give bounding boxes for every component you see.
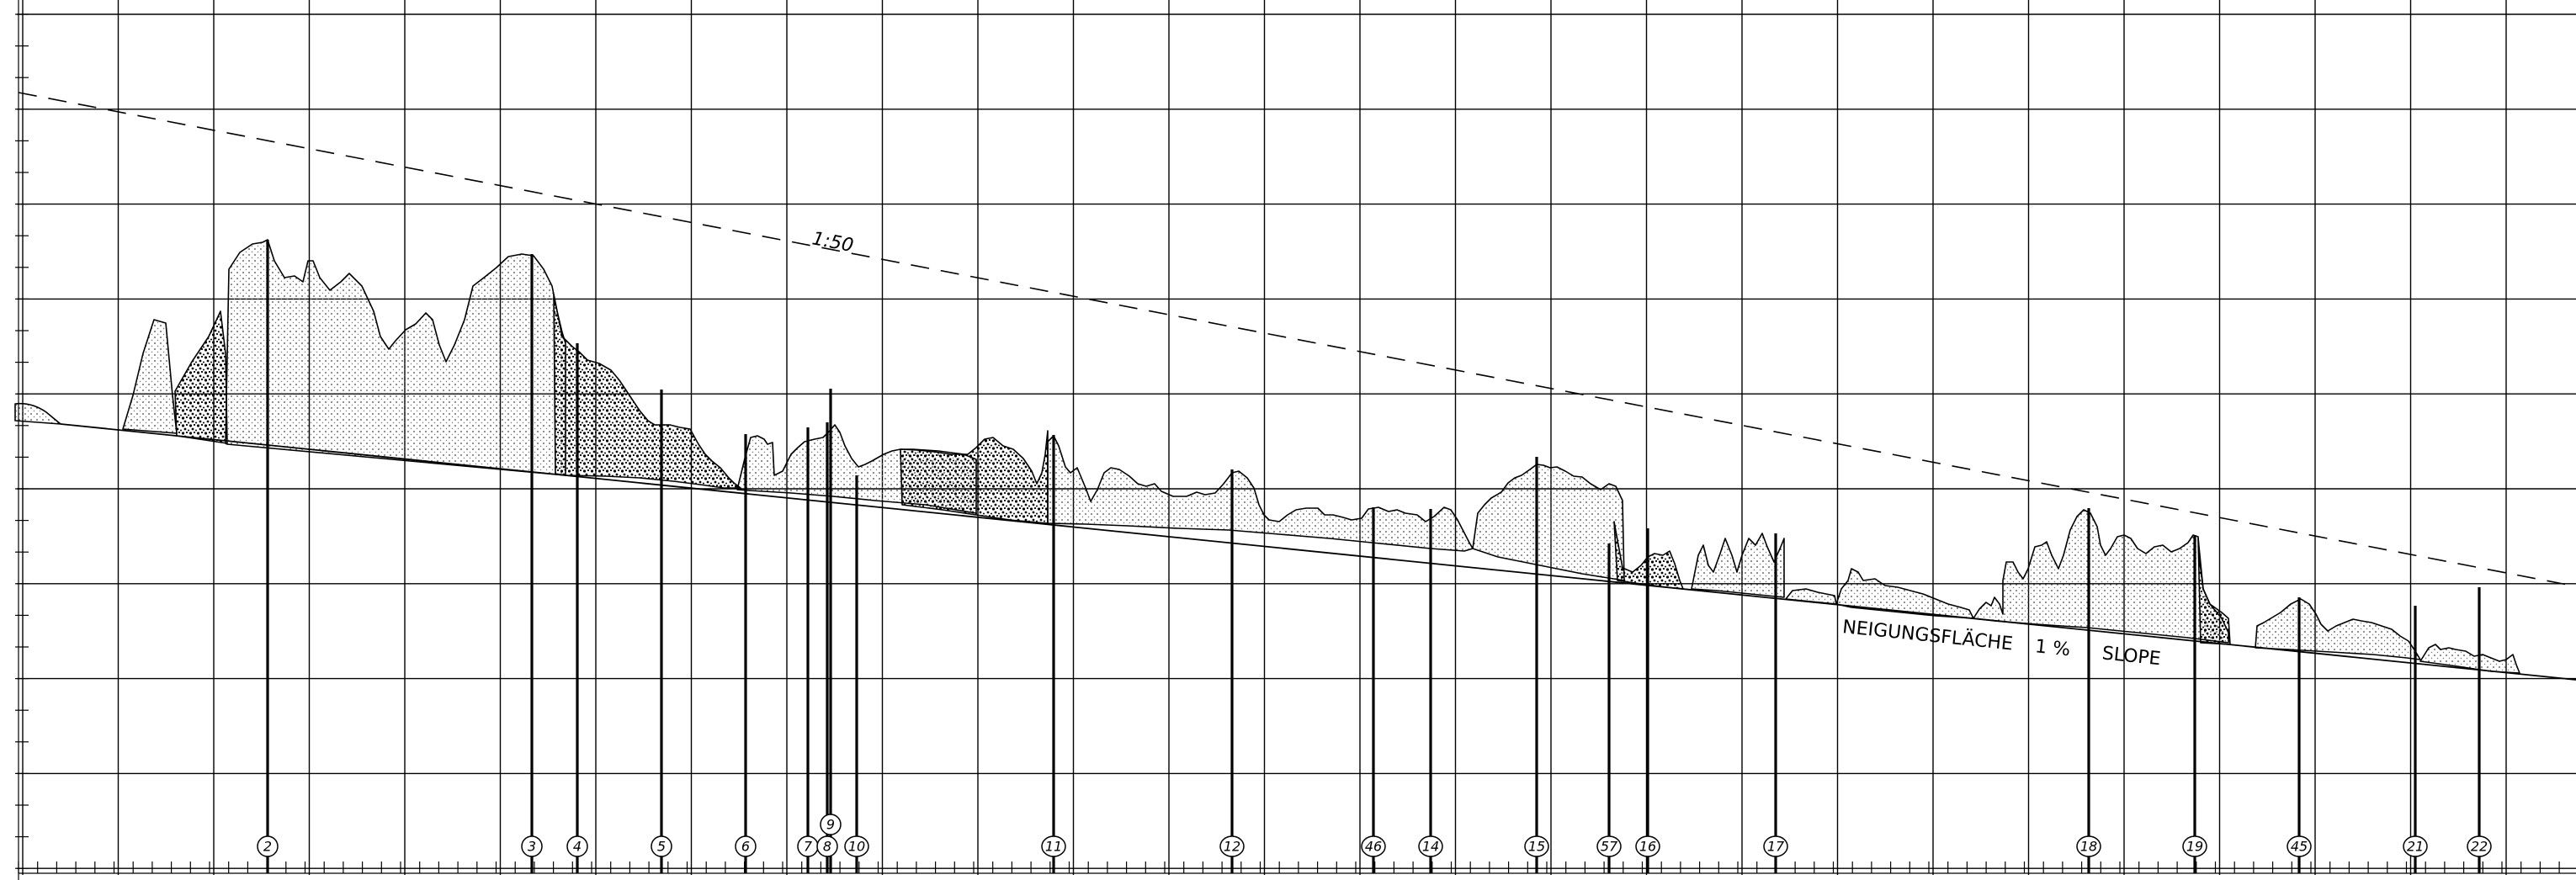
- terrain-left-mound: [15, 404, 61, 424]
- terrain-section-1: [123, 320, 177, 433]
- obstacle-marker-6: 6: [736, 836, 756, 856]
- marker-label: 8: [823, 839, 831, 855]
- obstacle-marker-11: 11: [1042, 836, 1065, 856]
- slope-label-de: NEIGUNGSFLÄCHE: [1841, 616, 2014, 655]
- terrain-section-3-dense: [900, 431, 1048, 523]
- marker-label: 7: [804, 839, 813, 855]
- marker-label: 6: [741, 839, 750, 855]
- marker-label: 5: [657, 839, 666, 855]
- terrain-section-2: [226, 240, 566, 475]
- marker-label: 12: [1224, 839, 1240, 855]
- obstacle-marker-10: 10: [845, 836, 868, 856]
- marker-label: 17: [1767, 839, 1785, 855]
- marker-label: 9: [826, 817, 835, 833]
- obstacle-marker-46: 46: [1362, 836, 1385, 856]
- marker-label: 10: [848, 839, 865, 855]
- obstacle-marker-5: 5: [651, 836, 672, 856]
- terrain-profile: [15, 240, 2520, 673]
- obstacle-marker-7: 7: [798, 836, 818, 856]
- obstacle-marker-57: 57: [1597, 836, 1621, 856]
- obstacle-marker-19: 19: [2183, 836, 2207, 856]
- marker-label: 15: [1528, 839, 1545, 855]
- terrain-section-9-dense: [2198, 538, 2230, 644]
- obstacle-marker-17: 17: [1764, 836, 1787, 856]
- marker-label: 16: [1639, 839, 1656, 855]
- marker-label: 19: [2186, 839, 2203, 855]
- obstacle-marker-15: 15: [1525, 836, 1548, 856]
- obstacle-marker-9: 9: [821, 814, 841, 835]
- obstacle-marker-14: 14: [1419, 836, 1442, 856]
- marker-label: 18: [2080, 839, 2097, 855]
- marker-label: 45: [2291, 839, 2308, 855]
- obstacle-marker-21: 21: [2403, 836, 2427, 856]
- obstacle-marker-16: 16: [1636, 836, 1660, 856]
- marker-label: 11: [1045, 839, 1062, 855]
- marker-label: 2: [263, 839, 272, 855]
- marker-label: 3: [528, 839, 536, 855]
- obstacle-marker-2: 2: [258, 836, 278, 856]
- marker-label: 4: [573, 839, 582, 855]
- marker-label: 46: [1365, 839, 1382, 855]
- terrain-section-1-dense: [175, 311, 227, 443]
- obstacle-marker-22: 22: [2467, 836, 2491, 856]
- obstacle-marker-18: 18: [2077, 836, 2101, 856]
- obstacle-marker-8: 8: [817, 836, 837, 856]
- terrain-section-2-dense: [554, 294, 741, 488]
- slope-value: 1 %: [2034, 636, 2071, 660]
- obstacle-marker-4: 4: [567, 836, 587, 856]
- marker-label: 22: [2471, 839, 2488, 855]
- obstacle-marker-45: 45: [2287, 836, 2311, 856]
- obstacle-marker-12: 12: [1220, 836, 1244, 856]
- obstacle-marker-3: 3: [522, 836, 542, 856]
- marker-label: 21: [2407, 839, 2424, 855]
- terrain-section-4: [1048, 436, 1473, 551]
- terrain-section-10: [2255, 599, 2420, 660]
- marker-label: 57: [1601, 839, 1618, 855]
- slope-label-en: SLOPE: [2101, 643, 2162, 670]
- gradient-label: 1:50: [810, 228, 855, 257]
- marker-label: 14: [1422, 839, 1439, 855]
- terrain-section-6: [1692, 533, 1784, 597]
- terrain-section-5: [1473, 464, 1624, 580]
